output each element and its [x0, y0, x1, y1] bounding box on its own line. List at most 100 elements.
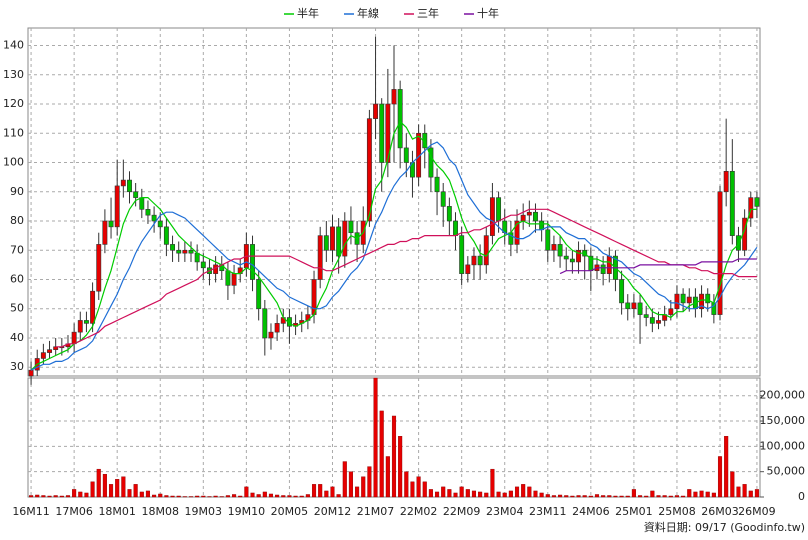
candle-body: [256, 279, 262, 310]
volume-bar: [330, 486, 335, 498]
volume-bar: [484, 492, 489, 498]
candle-body: [723, 170, 729, 193]
candle-body: [533, 211, 538, 222]
volume-bar: [152, 494, 157, 498]
candle-body: [606, 255, 612, 274]
volume-bar: [145, 490, 150, 498]
candle-body: [127, 179, 132, 193]
volume-bar: [471, 490, 477, 498]
volume-bar: [207, 496, 212, 498]
candle-body: [71, 331, 77, 345]
volume-bar: [72, 489, 77, 498]
candle-body: [151, 214, 157, 222]
candle-body: [674, 293, 680, 310]
volume-bar: [545, 494, 550, 498]
volume-bar: [305, 494, 310, 498]
x-tick-label: 26M09: [738, 505, 776, 518]
volume-bar: [268, 493, 274, 498]
candle-body: [366, 118, 372, 222]
y-tick-label: 70: [10, 243, 24, 256]
volume-bar: [324, 490, 329, 498]
volume-bar: [256, 494, 261, 498]
candle-body: [514, 220, 520, 245]
volume-bar: [625, 495, 630, 498]
volume-bar: [668, 495, 673, 498]
volume-bar: [650, 490, 655, 498]
volume-bar: [188, 496, 194, 498]
candle-body: [754, 197, 760, 207]
volume-bar: [158, 493, 163, 498]
moving-average-line: [55, 208, 757, 348]
x-tick-label: 24M06: [572, 505, 610, 518]
candle-body: [403, 147, 409, 163]
candle-body: [188, 249, 194, 254]
volume-bar: [748, 490, 753, 498]
candle-body: [108, 220, 114, 228]
candle-body: [373, 103, 378, 119]
candle-body: [28, 369, 34, 377]
candle-body: [600, 264, 606, 274]
volume-bar: [570, 495, 575, 498]
candle-body: [317, 235, 323, 280]
volume-bar: [582, 495, 587, 498]
volume-bar: [342, 461, 347, 498]
y2-tick-label: 0: [798, 490, 805, 503]
volume-bar: [638, 495, 643, 498]
x-tick-label: 23M04: [486, 505, 524, 518]
volume-bar: [244, 486, 249, 498]
volume-bar: [730, 471, 735, 498]
y-tick-label: 110: [3, 126, 24, 139]
candle-body: [483, 235, 489, 266]
moving-average-line: [559, 258, 757, 275]
candle-body: [489, 197, 495, 236]
volume-bar: [164, 495, 169, 498]
candle-body: [649, 317, 655, 324]
volume-bar: [336, 494, 341, 498]
candle-body: [397, 89, 403, 149]
candle-body: [668, 308, 674, 315]
candle-body: [77, 320, 83, 333]
volume-bar: [133, 484, 138, 498]
volume-bar: [102, 474, 107, 498]
volume-bar: [533, 490, 538, 498]
volume-bar: [410, 481, 415, 498]
volume-bar: [564, 495, 569, 498]
volume-bar: [47, 495, 52, 498]
candle-body: [139, 197, 145, 210]
volume-bar: [644, 495, 649, 498]
x-tick-label: 19M10: [228, 505, 266, 518]
volume-bar: [514, 486, 520, 498]
volume-bar: [717, 456, 723, 498]
volume-bar: [711, 492, 716, 498]
candle-body: [96, 244, 102, 292]
volume-bar: [478, 491, 483, 498]
candle-body: [717, 191, 723, 315]
volume-bar: [182, 496, 187, 498]
volume-bar: [213, 495, 218, 498]
legend-label: 半年: [297, 6, 319, 20]
y-tick-label: 60: [10, 272, 24, 285]
candle-body: [330, 226, 335, 251]
legend-label: 年線: [357, 6, 379, 20]
candle-body: [748, 197, 754, 219]
x-tick-label: 22M02: [400, 505, 438, 518]
candle-body: [563, 255, 569, 260]
candle-body: [348, 220, 354, 234]
y-tick-label: 40: [10, 331, 24, 344]
volume-bar: [588, 495, 593, 498]
volume-bar: [693, 491, 698, 498]
volume-bar: [293, 495, 298, 498]
volume-bar: [619, 495, 624, 498]
candle-body: [157, 220, 163, 228]
volume-bar: [398, 436, 403, 498]
volume-bar: [170, 495, 175, 498]
candle-body: [557, 244, 563, 257]
candle-body: [526, 211, 532, 216]
candle-body: [120, 179, 126, 187]
candle-body: [145, 209, 151, 216]
volume-bar: [385, 456, 390, 498]
candle-body: [163, 226, 169, 245]
volume-bar: [465, 489, 470, 498]
